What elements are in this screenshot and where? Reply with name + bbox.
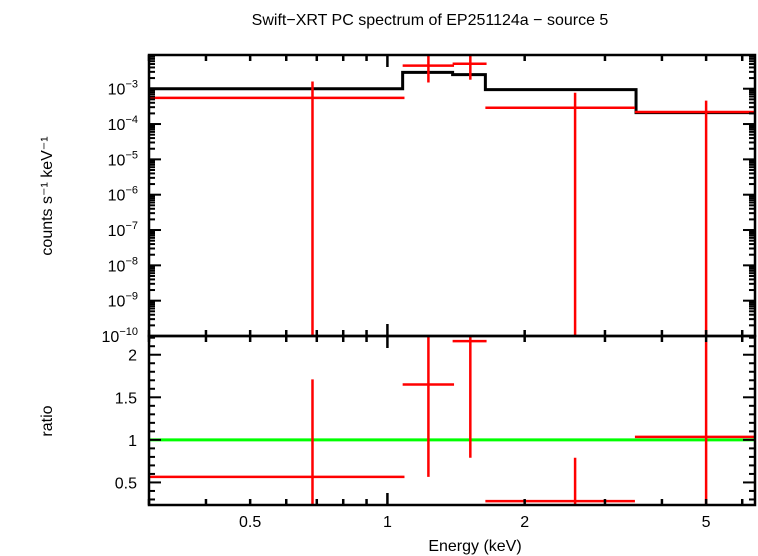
spectrum-data-point xyxy=(452,55,487,80)
bottom-y-tick-label: 1.5 xyxy=(115,390,137,407)
bottom-panel-frame xyxy=(147,334,757,507)
bottom-y-tick-label: 2 xyxy=(128,348,137,365)
x-tick-label: 0.5 xyxy=(239,514,261,531)
top-y-tick-label: 10−10 xyxy=(102,326,138,346)
bottom-y-tick-label: 1 xyxy=(128,433,137,450)
x-axis-label: Energy (keV) xyxy=(428,538,521,555)
bottom-y-axis-label: ratio xyxy=(39,405,56,436)
spectrum-data-point xyxy=(402,55,455,83)
top-y-tick-label: 10−9 xyxy=(108,291,138,311)
model-step-line xyxy=(149,70,755,115)
top-y-tick-label: 10−6 xyxy=(108,185,138,205)
top-y-tick-label: 10−5 xyxy=(108,149,138,169)
top-y-axis-label: counts s⁻¹ keV⁻¹ xyxy=(39,136,56,255)
ratio-data-point xyxy=(485,457,635,505)
ratio-data-point xyxy=(634,341,755,505)
top-y-tick-label: 10−4 xyxy=(108,114,138,134)
plot-layer: 0.5 1 2 5 10−3 10−4 10−5 10−6 10−7 10−8 10−9 10−10 2… xyxy=(102,53,757,531)
x-tick-label: 2 xyxy=(520,514,529,531)
spectrum-data-point xyxy=(485,92,635,336)
top-y-tick-label: 10−7 xyxy=(108,220,138,240)
top-y-tick-label: 10−3 xyxy=(108,79,138,99)
bottom-y-tick-label: 0.5 xyxy=(115,475,137,492)
top-y-tick-label: 10−8 xyxy=(108,255,138,275)
x-tick-label: 5 xyxy=(702,514,711,531)
ratio-data-point xyxy=(452,336,487,458)
spectrum-data-point xyxy=(634,100,755,336)
ratio-data-point xyxy=(149,379,405,505)
spectrum-data-point xyxy=(149,81,405,336)
chart-title: Swift−XRT PC spectrum of EP251124a − sou… xyxy=(252,12,609,29)
x-tick-label: 1 xyxy=(383,514,392,531)
ratio-data-point xyxy=(402,336,455,477)
